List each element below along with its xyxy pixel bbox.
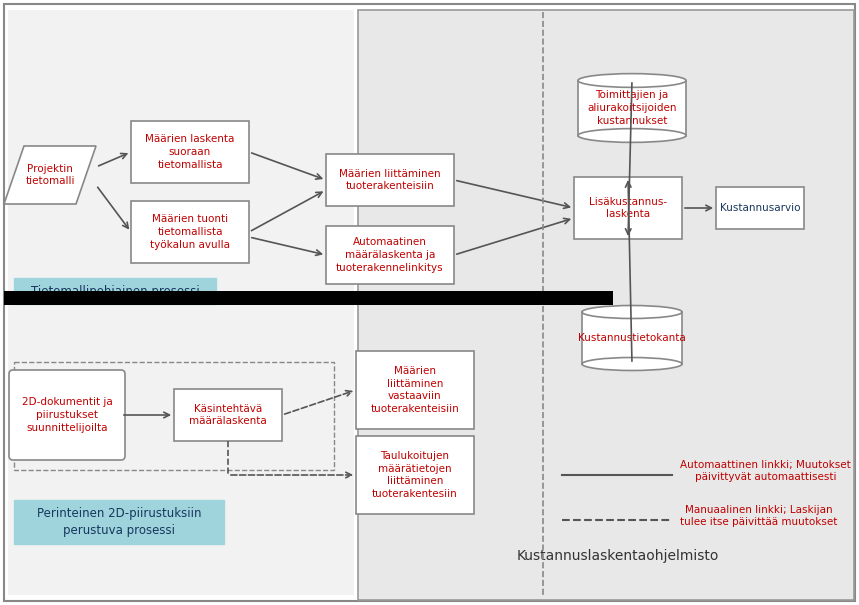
Text: Määrien liittäminen
tuoterakenteisiin: Määrien liittäminen tuoterakenteisiin [339, 169, 441, 191]
Text: Käsintehtävä
määrälaskenta: Käsintehtävä määrälaskenta [189, 404, 267, 427]
Text: Automaatinen
määrälaskenta ja
tuoterakennelinkitys: Automaatinen määrälaskenta ja tuoteraken… [336, 237, 444, 273]
Ellipse shape [582, 306, 682, 318]
Ellipse shape [578, 129, 686, 142]
Text: Projektin
tietomalli: Projektin tietomalli [25, 163, 75, 186]
Text: Automaattinen linkki; Muutokset
päivittyvät automaattisesti: Automaattinen linkki; Muutokset päivitty… [680, 460, 850, 482]
Bar [14, 362, 334, 470]
Text: Määrien
liittäminen
vastaaviin
tuoterakenteisiin: Määrien liittäminen vastaaviin tuoterake… [370, 366, 460, 414]
Text: 2D-dokumentit ja
piirustukset
suunnittelijoilta: 2D-dokumentit ja piirustukset suunnittel… [21, 397, 113, 433]
Text: Määrien tuonti
tietomallista
työkalun avulla: Määrien tuonti tietomallista työkalun av… [150, 214, 230, 250]
Text: Perinteinen 2D-piirustuksiin
perustuva prosessi: Perinteinen 2D-piirustuksiin perustuva p… [37, 507, 201, 537]
Text: Manuaalinen linkki; Laskijan
tulee itse päivittää muutokset: Manuaalinen linkki; Laskijan tulee itse … [680, 505, 838, 528]
Polygon shape [4, 146, 96, 204]
Bar [131, 121, 249, 183]
Text: Kustannustietokanta: Kustannustietokanta [578, 333, 685, 343]
Bar [174, 389, 282, 441]
Text: Lisäkustannus-
laskenta: Lisäkustannus- laskenta [589, 197, 667, 220]
Bar [8, 10, 354, 294]
Ellipse shape [582, 358, 682, 370]
Bar [14, 500, 224, 544]
Ellipse shape [578, 74, 686, 87]
Text: Määrien laskenta
suoraan
tietomallista: Määrien laskenta suoraan tietomallista [145, 134, 235, 170]
Bar [716, 187, 804, 229]
Bar [326, 154, 454, 206]
Bar [356, 351, 474, 429]
Bar [326, 226, 454, 284]
Bar [14, 278, 216, 304]
Bar [574, 177, 682, 239]
Bar [4, 291, 613, 305]
Bar [131, 201, 249, 263]
Text: Toimittajien ja
aliurakoitsijoiden
kustannukset: Toimittajien ja aliurakoitsijoiden kusta… [588, 90, 677, 126]
Bar [582, 312, 682, 364]
Bar [578, 80, 686, 136]
Text: Kustannuslaskentaohjelmisto: Kustannuslaskentaohjelmisto [517, 549, 719, 563]
Bar [358, 10, 854, 600]
Text: Kustannusarvio: Kustannusarvio [720, 203, 801, 213]
Text: Tietomallipohjainen prosessi: Tietomallipohjainen prosessi [31, 284, 199, 298]
Bar [8, 301, 354, 595]
Bar [356, 436, 474, 514]
FancyBboxPatch shape [9, 370, 125, 460]
Text: Taulukoitujen
määrätietojen
liittäminen
tuoterakentesiin: Taulukoitujen määrätietojen liittäminen … [372, 451, 458, 499]
